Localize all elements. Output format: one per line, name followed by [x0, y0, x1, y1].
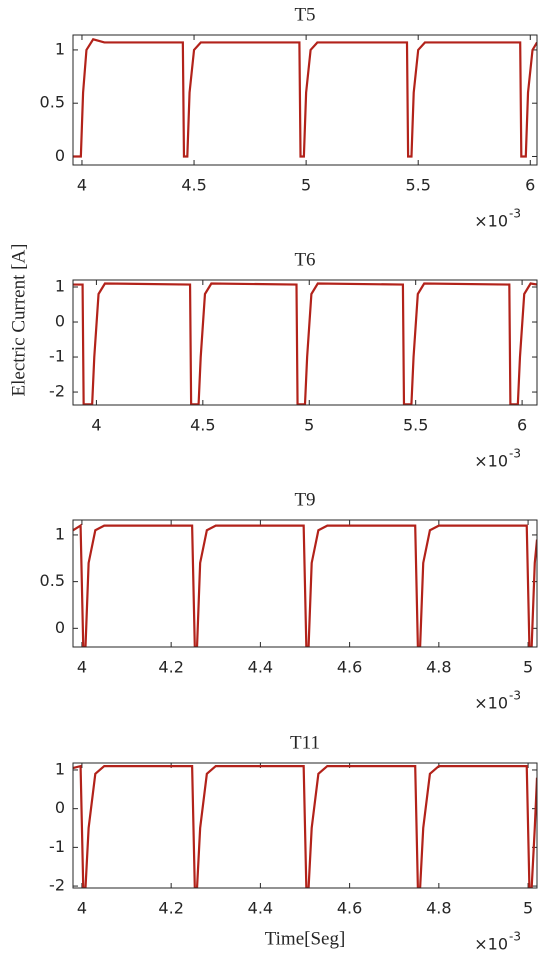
x-tick-label: 4	[77, 899, 87, 918]
axes-box	[72, 762, 538, 889]
x-tick-label: 4.4	[248, 899, 273, 918]
y-tick-label: 0.5	[40, 571, 65, 590]
chart-title: T11	[290, 732, 320, 753]
x-exponent: -3	[509, 689, 521, 703]
x-tick-label: 5	[523, 658, 533, 677]
chart-title: T6	[294, 249, 315, 270]
y-tick-label: 1	[55, 39, 65, 58]
x-tick-label: 5	[523, 899, 533, 918]
x-tick-label: 5.5	[403, 416, 428, 435]
axes-box	[72, 34, 538, 166]
x-tick-label: 4.2	[158, 899, 183, 918]
axes-box	[72, 279, 538, 406]
y-tick-label: 1	[55, 277, 65, 296]
y-tick-label: 0	[55, 618, 65, 637]
y-axis-label: Electric Current [A]	[8, 244, 29, 397]
x-tick-label: 6	[525, 176, 535, 195]
data-line	[73, 37, 537, 158]
x-tick-label: 6	[517, 416, 527, 435]
x-tick-label: 4.8	[426, 899, 451, 918]
y-tick-label: 1	[55, 759, 65, 778]
x-tick-label: 4.6	[337, 658, 362, 677]
y-tick-label: 0	[55, 798, 65, 817]
x-axis-label: Time[Seg]	[265, 928, 346, 949]
y-tick-label: 0.5	[40, 93, 65, 112]
axes-box	[72, 519, 538, 648]
y-tick-label: -1	[49, 837, 65, 856]
x-tick-label: 4.2	[158, 658, 183, 677]
data-line	[73, 764, 537, 888]
x-tick-label: 4	[77, 658, 87, 677]
x-tick-label: 4	[91, 416, 101, 435]
x-multiplier: ×10	[474, 935, 508, 954]
data-line	[73, 523, 537, 647]
x-tick-label: 4.8	[426, 658, 451, 677]
y-tick-label: 1	[55, 524, 65, 543]
y-tick-label: -2	[49, 876, 65, 895]
x-tick-label: 4.5	[181, 176, 206, 195]
y-tick-label: -1	[49, 347, 65, 366]
y-tick-label: 0	[55, 312, 65, 331]
x-multiplier: ×10	[474, 694, 508, 713]
x-tick-label: 4	[77, 176, 87, 195]
x-tick-label: 4.4	[248, 658, 273, 677]
x-tick-label: 4.6	[337, 899, 362, 918]
x-tick-label: 5	[301, 176, 311, 195]
x-exponent: -3	[509, 207, 521, 221]
x-exponent: -3	[509, 447, 521, 461]
x-tick-label: 4.5	[190, 416, 215, 435]
chart-title: T9	[294, 489, 315, 510]
y-tick-label: -2	[49, 382, 65, 401]
x-tick-label: 5	[304, 416, 314, 435]
chart-title: T5	[294, 4, 315, 25]
x-tick-label: 5.5	[405, 176, 430, 195]
x-multiplier: ×10	[474, 452, 508, 471]
data-line	[73, 282, 537, 405]
x-multiplier: ×10	[474, 212, 508, 231]
y-tick-label: 0	[55, 146, 65, 165]
x-exponent: -3	[509, 930, 521, 944]
